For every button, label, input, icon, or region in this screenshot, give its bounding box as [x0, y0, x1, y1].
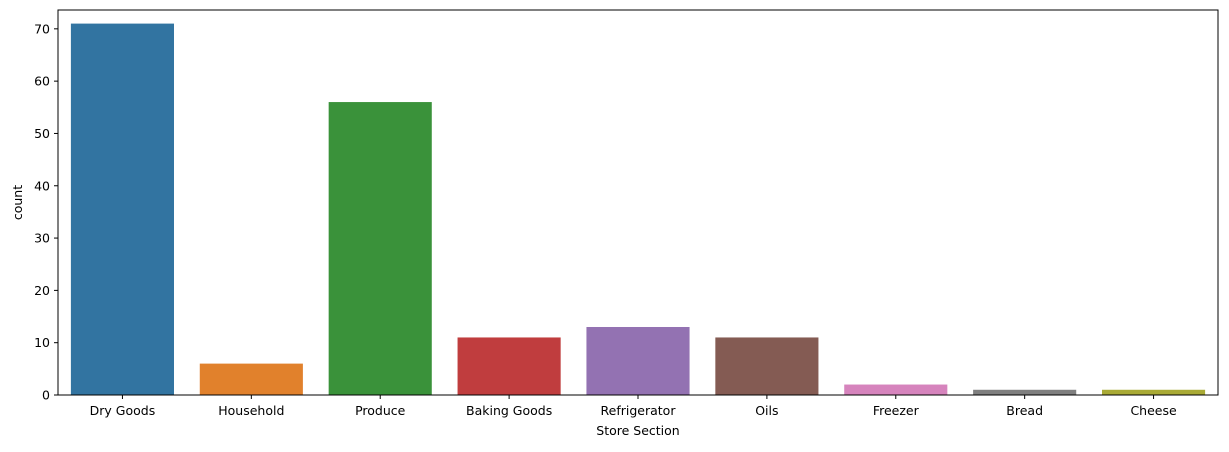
x-tick-label: Household: [218, 403, 284, 418]
x-tick-label: Oils: [755, 403, 778, 418]
y-axis-ticks: 0 10 20 30 40 50 60 70: [34, 21, 58, 403]
y-tick-label: 60: [34, 74, 50, 89]
y-tick-label: 70: [34, 21, 50, 36]
x-tick-label: Produce: [355, 403, 406, 418]
bar-bread: [973, 389, 1077, 395]
y-tick-label: 50: [34, 126, 50, 141]
y-tick-label: 30: [34, 231, 50, 246]
bar-refrigerator: [586, 326, 690, 395]
x-tick-label: Cheese: [1130, 403, 1177, 418]
bar-freezer: [844, 384, 948, 395]
x-tick-label: Freezer: [873, 403, 920, 418]
bar-baking-goods: [457, 337, 561, 395]
plot-frame: [57, 9, 1219, 396]
bar-oils: [715, 337, 819, 395]
bar-produce: [328, 102, 432, 395]
y-tick-label: 10: [34, 335, 50, 350]
y-tick-label: 20: [34, 283, 50, 298]
x-tick-label: Bread: [1006, 403, 1043, 418]
bar-dry-goods: [70, 23, 174, 395]
y-tick-label: 0: [42, 388, 50, 403]
y-tick-label: 40: [34, 178, 50, 193]
x-tick-label: Baking Goods: [466, 403, 552, 418]
y-axis-label: count: [10, 185, 25, 220]
bar-household: [199, 363, 303, 395]
x-axis-label: Store Section: [596, 423, 679, 438]
x-tick-label: Refrigerator: [601, 403, 677, 418]
bars-group: [70, 23, 1206, 395]
x-axis-ticks: Dry Goods Household Produce Baking Goods Ref…: [90, 395, 1177, 418]
x-tick-label: Dry Goods: [90, 403, 156, 418]
bar-cheese: [1102, 389, 1206, 395]
